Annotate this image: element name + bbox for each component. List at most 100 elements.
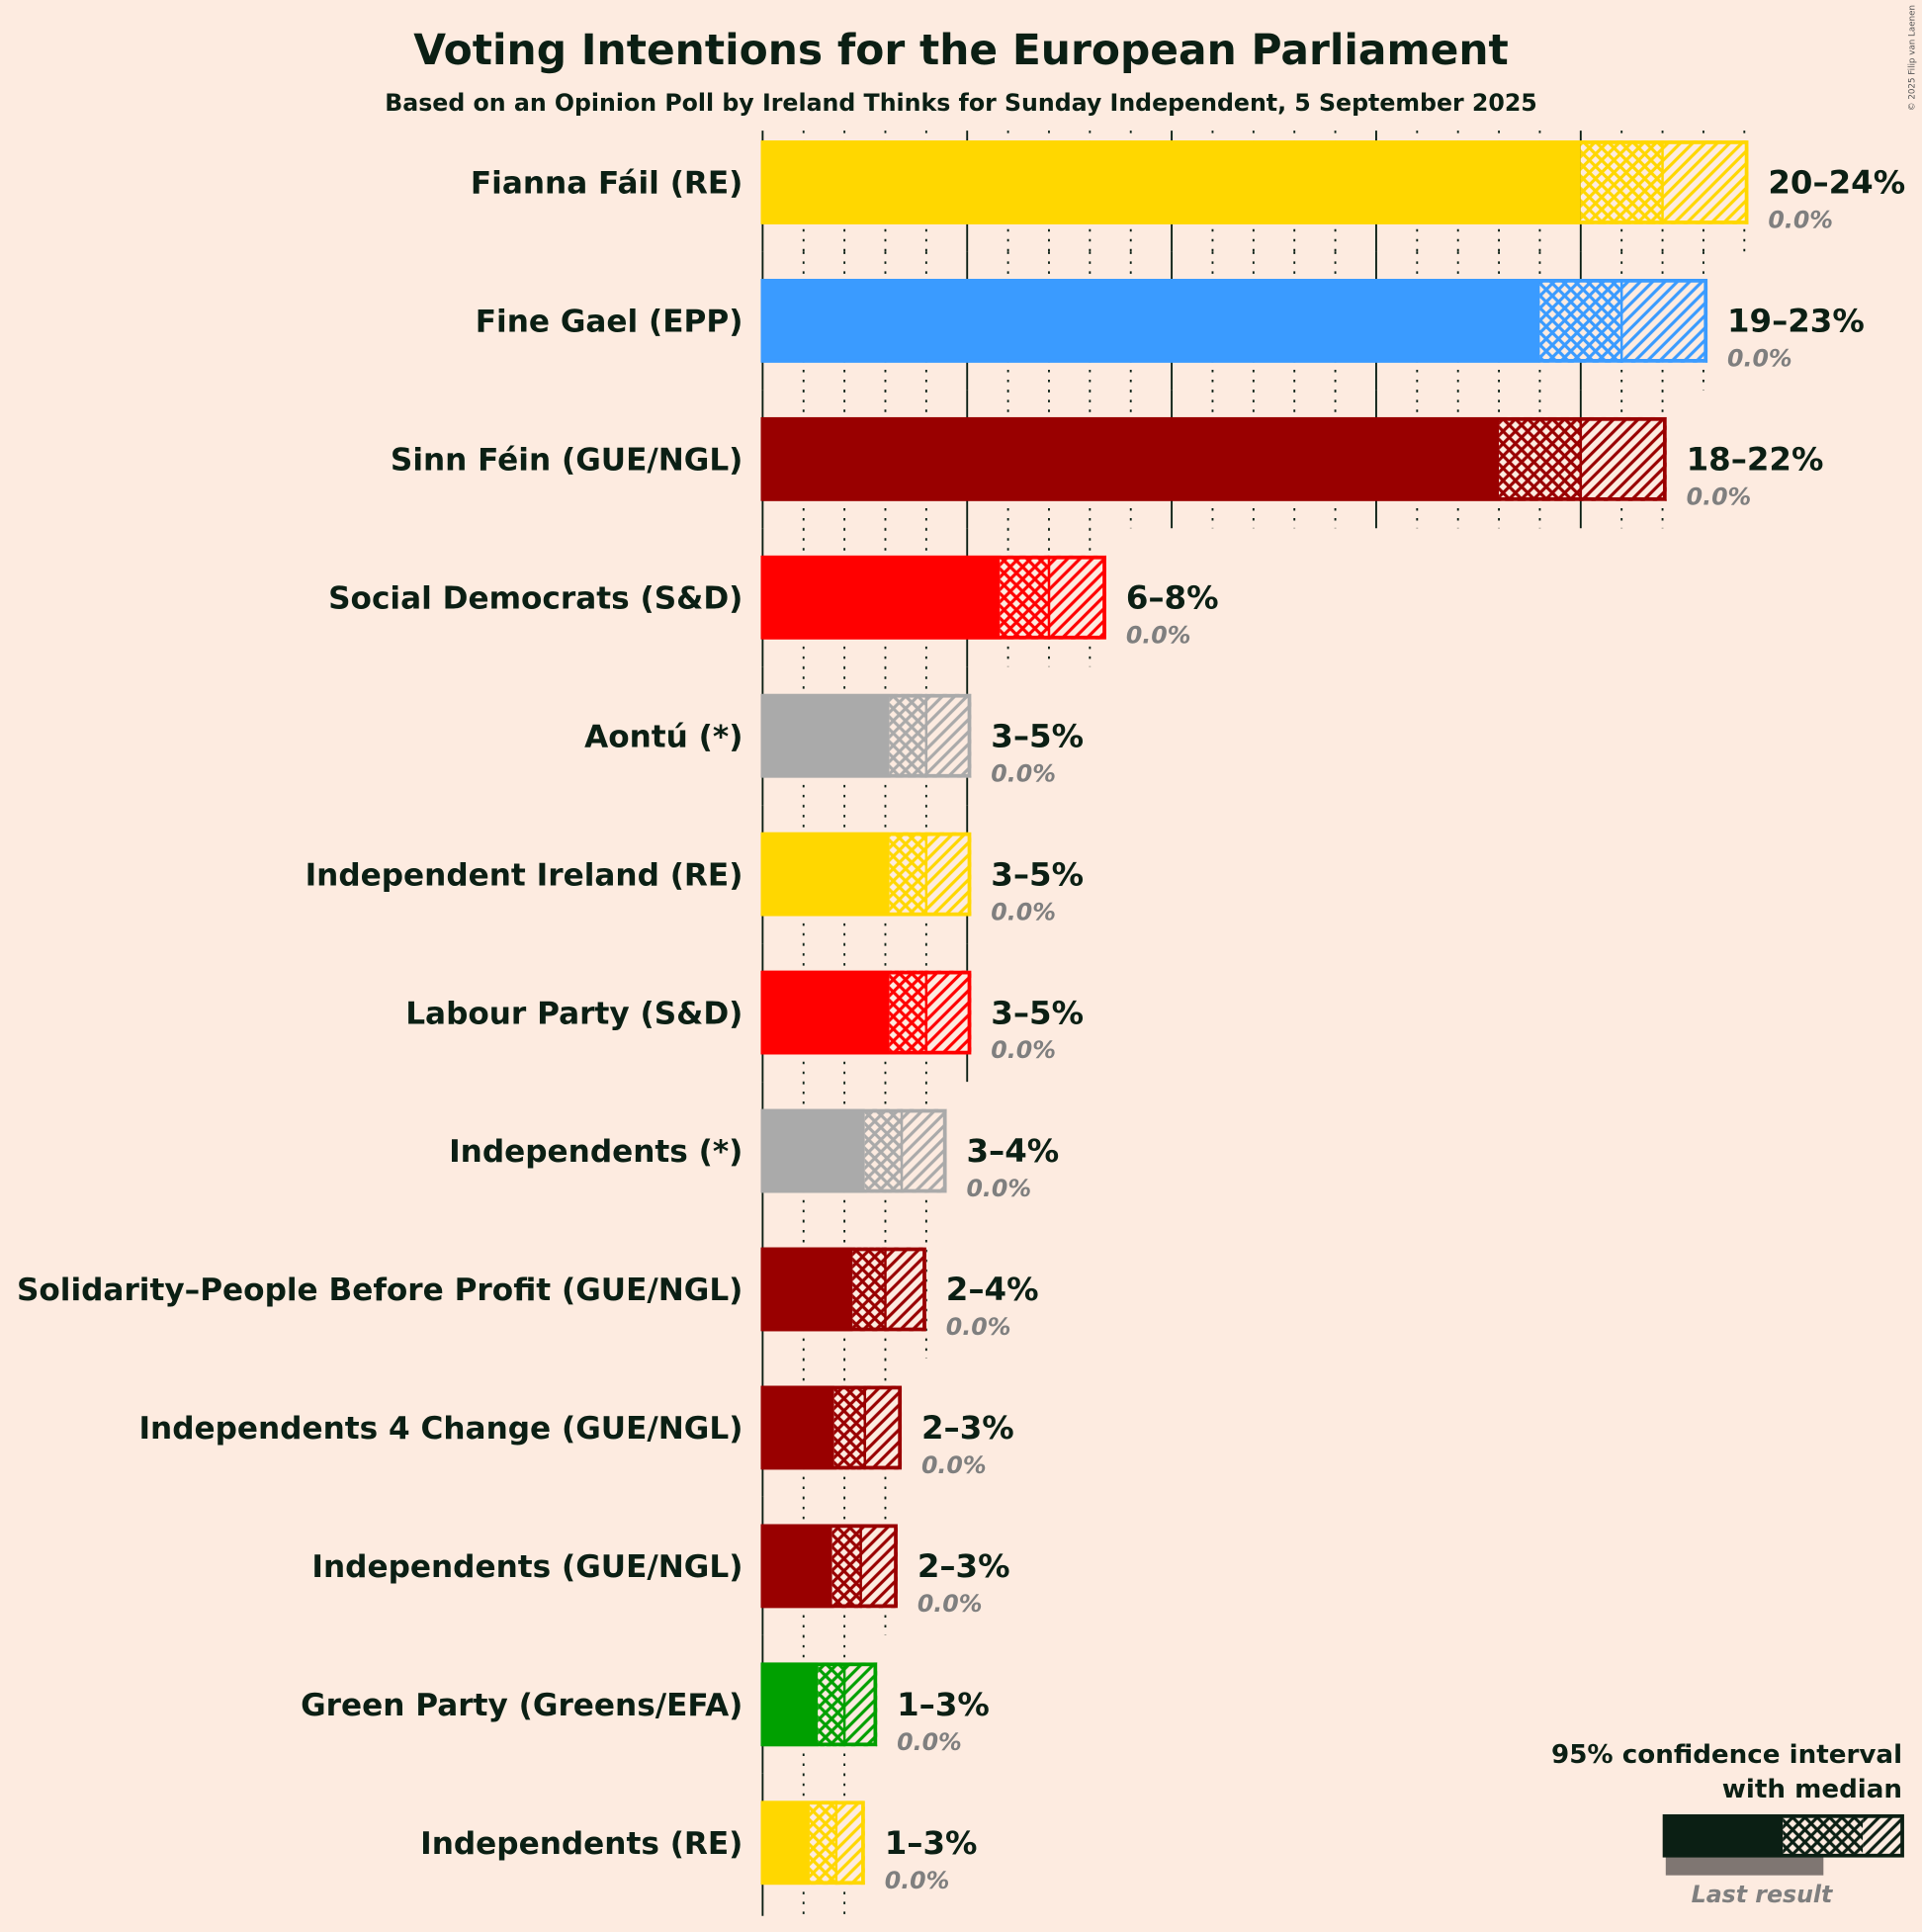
bar-row: Aontú (*) 3–5% 0.0% <box>584 693 1084 787</box>
party-label: Fine Gael (EPP) <box>476 305 743 340</box>
bar-solid <box>762 140 1581 224</box>
bars: Fianna Fáil (RE) 20–24%0.0%Fine Gael (EPP… <box>17 140 1905 1894</box>
bar-ci-upper <box>925 693 972 778</box>
bar-ci-lower <box>889 970 926 1055</box>
bar-ci-lower <box>818 1662 845 1747</box>
bar-ci-lower <box>889 693 926 778</box>
range-label: 2–3% <box>921 1409 1014 1447</box>
bar-solid <box>762 279 1540 363</box>
last-result-label: 0.0% <box>1727 344 1792 372</box>
last-result-label: 0.0% <box>921 1451 987 1479</box>
last-result-label: 0.0% <box>946 1313 1011 1341</box>
bar-outline <box>760 1662 878 1747</box>
range-label: 2–3% <box>917 1547 1010 1585</box>
bar-solid <box>762 832 890 917</box>
bar-ci-upper <box>925 970 972 1055</box>
bar-solid <box>762 555 1001 640</box>
bar-ci-upper <box>925 832 972 917</box>
party-label: Independents (RE) <box>420 1826 743 1862</box>
range-label: 18–22% <box>1687 441 1824 479</box>
range-label: 19–23% <box>1727 303 1865 340</box>
legend: 95% confidence interval with median Last… <box>1551 1740 1904 1908</box>
range-label: 6–8% <box>1126 578 1219 616</box>
bar-ci-upper <box>860 1524 898 1609</box>
bar-solid <box>762 416 1500 501</box>
bar-ci-lower <box>864 1108 903 1193</box>
bar-outline <box>760 555 1106 640</box>
bar-ci-upper <box>844 1662 878 1747</box>
bar-outline <box>760 140 1749 224</box>
range-label: 20–24% <box>1768 164 1905 202</box>
party-label: Solidarity–People Before Profit (GUE/NGL… <box>17 1273 743 1308</box>
bar-row: Solidarity–People Before Profit (GUE/NGL… <box>17 1247 1039 1341</box>
party-label: Aontú (*) <box>584 719 743 754</box>
range-label: 3–4% <box>966 1132 1059 1170</box>
legend-last-result-label: Last result <box>1692 1881 1834 1908</box>
legend-line1: 95% confidence interval <box>1551 1740 1902 1770</box>
bar-solid <box>762 1247 853 1332</box>
party-label: Sinn Féin (GUE/NGL) <box>391 443 743 479</box>
last-result-label: 0.0% <box>885 1867 950 1894</box>
range-label: 3–5% <box>991 855 1084 893</box>
bar-outline <box>760 1800 865 1886</box>
bar-row: Independents (RE) 1–3% 0.0% <box>420 1800 978 1894</box>
bar-outline <box>760 416 1667 501</box>
bar-ci-lower <box>1580 140 1663 224</box>
bar-solid <box>762 1800 810 1886</box>
last-result-label: 0.0% <box>991 1036 1056 1064</box>
bar-row: Sinn Féin (GUE/NGL) 18–22% 0.0% <box>391 416 1824 510</box>
bar-row: Independents 4 Change (GUE/NGL) 2–3% 0.0% <box>138 1385 1014 1479</box>
party-label: Social Democrats (S&D) <box>328 580 743 616</box>
bar-outline <box>760 1524 898 1609</box>
range-label: 1–3% <box>885 1824 978 1862</box>
range-label: 2–4% <box>946 1271 1039 1308</box>
legend-outline <box>1662 1813 1904 1858</box>
party-label: Independents 4 Change (GUE/NGL) <box>138 1411 743 1447</box>
bar-ci-lower <box>809 1800 836 1886</box>
bar-outline <box>760 970 972 1055</box>
bar-solid <box>762 1108 865 1193</box>
party-label: Labour Party (S&D) <box>405 996 743 1031</box>
party-label: Independents (*) <box>449 1134 743 1170</box>
bar-ci-lower <box>833 1385 865 1470</box>
bar-ci-upper <box>1662 140 1749 224</box>
bar-row: Fianna Fáil (RE) 20–24% 0.0% <box>471 140 1905 234</box>
bar-ci-upper <box>885 1247 926 1332</box>
bar-row: Independents (*) 3–4% 0.0% <box>449 1108 1059 1202</box>
bar-ci-upper <box>902 1108 947 1193</box>
last-result-label: 0.0% <box>897 1728 962 1756</box>
bar-ci-upper <box>1621 279 1708 363</box>
party-label: Green Party (Greens/EFA) <box>301 1688 743 1723</box>
bar-row: Social Democrats (S&D) 6–8% 0.0% <box>328 555 1219 649</box>
bar-outline <box>760 279 1708 363</box>
chart-title: Voting Intentions for the European Parli… <box>413 26 1509 74</box>
bar-ci-upper <box>835 1800 865 1886</box>
bar-row: Green Party (Greens/EFA) 1–3% 0.0% <box>301 1662 990 1756</box>
party-label: Independent Ireland (RE) <box>306 857 743 893</box>
last-result-label: 0.0% <box>1768 207 1833 234</box>
bar-row: Independents (GUE/NGL) 2–3% 0.0% <box>311 1524 1010 1618</box>
bar-outline <box>760 1247 926 1332</box>
bar-ci-upper <box>864 1385 903 1470</box>
bar-outline <box>760 693 972 778</box>
bar-solid <box>762 970 890 1055</box>
legend-hatch <box>1863 1814 1904 1857</box>
bar-ci-lower <box>889 832 926 917</box>
last-result-label: 0.0% <box>991 759 1056 787</box>
legend-line2: with median <box>1722 1775 1902 1804</box>
legend-last-result-bar <box>1665 1855 1824 1876</box>
legend-crosshatch <box>1783 1814 1864 1857</box>
party-label: Independents (GUE/NGL) <box>311 1549 743 1585</box>
last-result-label: 0.0% <box>917 1590 983 1618</box>
range-label: 3–5% <box>991 717 1084 754</box>
bar-ci-lower <box>831 1524 861 1609</box>
last-result-label: 0.0% <box>991 898 1056 925</box>
bar-ci-lower <box>1499 416 1581 501</box>
bar-outline <box>760 1385 903 1470</box>
range-label: 1–3% <box>897 1686 990 1723</box>
bar-ci-lower <box>852 1247 886 1332</box>
last-result-label: 0.0% <box>1687 483 1752 510</box>
last-result-label: 0.0% <box>1126 621 1191 649</box>
bar-row: Fine Gael (EPP) 19–23% 0.0% <box>476 279 1865 372</box>
